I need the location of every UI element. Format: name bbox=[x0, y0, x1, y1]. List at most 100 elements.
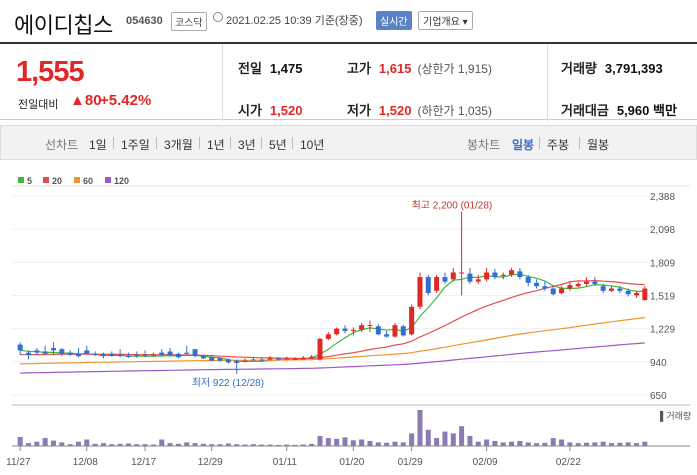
volume-bar bbox=[592, 442, 598, 446]
volume-bar bbox=[217, 444, 223, 446]
low-price: 저가 1,520 (하한가 1,035) bbox=[347, 100, 492, 119]
candle-body bbox=[250, 359, 256, 361]
volume-bar bbox=[50, 440, 56, 446]
stock-code: 054630 bbox=[126, 15, 163, 27]
candle-body bbox=[459, 272, 465, 274]
volume-bar bbox=[67, 444, 73, 446]
candle-body bbox=[567, 285, 573, 289]
volume-bar bbox=[192, 443, 198, 446]
volume-bar bbox=[175, 443, 181, 446]
candle-body bbox=[42, 351, 48, 354]
volume-bar bbox=[75, 441, 81, 446]
company-overview-dropdown[interactable]: 기업개요 ▾ bbox=[418, 11, 473, 30]
y-tick-label: 1,809 bbox=[650, 258, 675, 269]
volume-bar bbox=[492, 440, 498, 446]
candle-body bbox=[392, 325, 398, 337]
divider bbox=[199, 137, 200, 149]
candle-daily[interactable]: 일봉 bbox=[512, 138, 535, 152]
realtime-button[interactable]: 실시간 bbox=[376, 11, 412, 30]
period-3y[interactable]: 3년 bbox=[238, 138, 256, 152]
stock-name: 에이디칩스 bbox=[14, 13, 113, 38]
candle-body bbox=[175, 353, 181, 358]
high-value: 1,615 bbox=[378, 61, 412, 76]
candle-body bbox=[117, 354, 123, 357]
candle-body bbox=[50, 348, 56, 351]
volume-bar bbox=[125, 443, 131, 446]
volume-bar bbox=[400, 442, 406, 446]
volume-bar bbox=[450, 433, 456, 446]
y-tick-label: 940 bbox=[650, 358, 667, 369]
x-tick-label: 11/27 bbox=[6, 457, 31, 468]
volume-bar bbox=[42, 438, 48, 446]
candle-body bbox=[500, 274, 506, 276]
volume-bar bbox=[517, 440, 523, 446]
volume-bar bbox=[34, 441, 40, 446]
candle-body bbox=[642, 288, 648, 300]
volume-bar bbox=[242, 444, 248, 446]
candle-body bbox=[442, 277, 448, 282]
divider bbox=[579, 137, 580, 149]
volume-bar bbox=[525, 442, 531, 446]
candle-weekly[interactable]: 주봉 bbox=[547, 138, 570, 152]
candle-body bbox=[192, 349, 198, 357]
volume-bar bbox=[500, 442, 506, 446]
volume-bar bbox=[142, 444, 148, 446]
low-label: 저가 bbox=[347, 103, 371, 118]
candle-body bbox=[517, 271, 523, 278]
candle-body bbox=[284, 358, 290, 360]
period-1d[interactable]: 1일 bbox=[89, 138, 107, 152]
volume-bar bbox=[342, 437, 348, 446]
volume-bar bbox=[159, 439, 165, 446]
candle-body bbox=[309, 356, 315, 359]
y-tick-label: 2,388 bbox=[650, 192, 675, 203]
candle-body bbox=[167, 351, 173, 355]
volume-bar bbox=[109, 444, 115, 446]
period-1w[interactable]: 1주일 bbox=[121, 138, 150, 152]
high-label: 고가 bbox=[347, 61, 371, 76]
trade-amount: 거래대금 5,960 백만 bbox=[561, 100, 677, 119]
volume-bar bbox=[25, 443, 31, 446]
candle-body bbox=[25, 352, 31, 355]
volume-bar bbox=[609, 443, 615, 446]
volume-bar bbox=[584, 442, 590, 446]
candle-body bbox=[300, 357, 306, 360]
period-5y[interactable]: 5년 bbox=[269, 138, 287, 152]
volume-bar bbox=[275, 444, 281, 446]
candle-body bbox=[100, 353, 106, 357]
candle-monthly[interactable]: 월봉 bbox=[587, 138, 610, 152]
line-chart-label: 선차트 bbox=[45, 138, 79, 152]
y-tick-label: 650 bbox=[650, 391, 667, 402]
period-1y[interactable]: 1년 bbox=[207, 138, 225, 152]
divider bbox=[547, 44, 548, 121]
legend-ma60: 60 bbox=[74, 176, 93, 186]
volume-bar bbox=[59, 442, 65, 446]
timestamp: 2021.02.25 10:39 기준(장중) bbox=[226, 15, 363, 27]
ma20-line bbox=[20, 279, 645, 359]
volume-bar bbox=[559, 439, 565, 446]
ma120-line bbox=[20, 342, 645, 374]
volume-bar bbox=[509, 441, 515, 446]
candle-body bbox=[75, 353, 81, 357]
x-tick-label: 12/17 bbox=[131, 457, 156, 468]
candle-body bbox=[142, 354, 148, 357]
period-10y[interactable]: 10년 bbox=[300, 138, 325, 152]
x-tick-label: 01/11 bbox=[273, 457, 298, 468]
candle-body bbox=[484, 272, 490, 280]
x-tick-label: 02/22 bbox=[556, 457, 581, 468]
current-price: 1,555 bbox=[16, 56, 85, 88]
volume-bar bbox=[359, 439, 365, 446]
clock-icon bbox=[213, 12, 223, 22]
divider bbox=[292, 137, 293, 149]
volume-bar bbox=[425, 429, 431, 446]
price-change: ▲80 bbox=[70, 92, 102, 109]
candle-body bbox=[467, 273, 473, 282]
candle-body bbox=[209, 357, 215, 361]
candle-body bbox=[359, 325, 365, 330]
volume-bar bbox=[225, 443, 231, 446]
period-3m[interactable]: 3개월 bbox=[164, 138, 193, 152]
candle-body bbox=[150, 354, 156, 357]
volume-bar bbox=[284, 444, 290, 446]
volume-bar bbox=[442, 431, 448, 446]
candle-body bbox=[384, 334, 390, 337]
